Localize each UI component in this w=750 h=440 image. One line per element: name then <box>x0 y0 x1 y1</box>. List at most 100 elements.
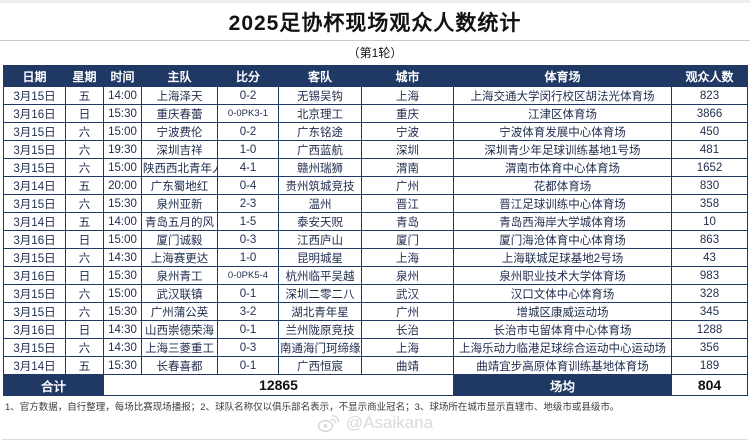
total-attendance-value: 12865 <box>103 374 454 396</box>
cell-比分: 3-2 <box>217 302 279 321</box>
cell-体育场: 宁波体育发展中心体育场 <box>453 122 672 141</box>
table-row: 3月15日五 14:00 上海泽天 0-2 无锡吴钩 上海 上海交通大学闵行校区胡法光体育场… <box>3 86 748 105</box>
column-header-8: 观众人数 <box>671 65 748 87</box>
column-header-3: 主队 <box>141 65 218 87</box>
cell-日期: 3月15日 <box>3 284 66 303</box>
attendance-table: 日期 星期 时间 主队 比分 客队 城市 体育场 观众人数 3月15日五 14:00 上海泽天 0-2… <box>3 65 748 396</box>
cell-星期: 六 <box>65 338 104 357</box>
cell-时间: 15:30 <box>103 194 142 213</box>
table-row: 3月14日五 15:30 长春喜都 0-1 广西恒宸 曲靖 曲靖宜步高原体育训练基地体育场 1… <box>3 356 748 375</box>
cell-时间: 14:00 <box>103 86 142 105</box>
cell-星期: 六 <box>65 122 104 141</box>
cell-客队: 湖北青年星 <box>278 302 362 321</box>
cell-观众人数: 481 <box>671 140 748 159</box>
cell-时间: 14:30 <box>103 248 142 267</box>
cell-时间: 15:00 <box>103 122 142 141</box>
cell-主队: 宁波费伦 <box>141 122 218 141</box>
cell-城市: 渭南 <box>361 158 454 177</box>
table-row: 3月15日六 15:00 陕西西北青年人 4-1 赣州瑞狮 渭南 渭南市体育中心体育场 165… <box>3 158 748 177</box>
cell-主队: 泉州亚新 <box>141 194 218 213</box>
cell-客队: 广东铭途 <box>278 122 362 141</box>
cell-客队: 深圳二零二八 <box>278 284 362 303</box>
cell-观众人数: 43 <box>671 248 748 267</box>
cell-体育场: 上海交通大学闵行校区胡法光体育场 <box>453 86 672 105</box>
cell-日期: 3月16日 <box>3 266 66 285</box>
cell-观众人数: 345 <box>671 302 748 321</box>
cell-日期: 3月15日 <box>3 158 66 177</box>
cell-星期: 六 <box>65 284 104 303</box>
cell-比分: 0-1 <box>217 356 279 375</box>
watermark-text: @Asaikana <box>345 413 434 432</box>
cell-体育场: 上海联城足球基地2号场 <box>453 248 672 267</box>
page-subtitle: （第1轮） <box>347 46 403 60</box>
cell-城市: 上海 <box>361 86 454 105</box>
cell-城市: 曲靖 <box>361 356 454 375</box>
cell-客队: 贵州筑城竞技 <box>278 176 362 195</box>
table-row: 3月14日五 20:00 广东蜀地红 0-4 贵州筑城竞技 广州 花都体育场 830 <box>3 176 748 195</box>
cell-观众人数: 358 <box>671 194 748 213</box>
cell-客队: 赣州瑞狮 <box>278 158 362 177</box>
cell-日期: 3月16日 <box>3 320 66 339</box>
cell-城市: 武汉 <box>361 284 454 303</box>
cell-日期: 3月15日 <box>3 302 66 321</box>
column-header-5: 客队 <box>278 65 362 87</box>
cell-客队: 杭州临平吴越 <box>278 266 362 285</box>
cell-日期: 3月15日 <box>3 248 66 267</box>
table-row: 3月16日日 15:00 厦门诚毅 0-3 江西庐山 厦门 厦门海沧体育中心体育场 863 <box>3 230 748 249</box>
summary-row: 合计 12865 场均 804 <box>3 374 748 396</box>
cell-主队: 上海赛更达 <box>141 248 218 267</box>
cell-观众人数: 1288 <box>671 320 748 339</box>
average-label: 场均 <box>453 374 672 396</box>
cell-星期: 日 <box>65 320 104 339</box>
table-row: 3月14日五 14:00 青岛五月的风 1-5 泰安天贶 青岛 青岛西海岸大学城体育场 10 <box>3 212 748 231</box>
cell-主队: 厦门诚毅 <box>141 230 218 249</box>
cell-比分: 2-3 <box>217 194 279 213</box>
cell-比分: 4-1 <box>217 158 279 177</box>
cell-客队: 江西庐山 <box>278 230 362 249</box>
cell-主队: 青岛五月的风 <box>141 212 218 231</box>
cell-客队: 昆明城星 <box>278 248 362 267</box>
cell-比分: 0-3 <box>217 230 279 249</box>
table-header-row: 日期 星期 时间 主队 比分 客队 城市 体育场 观众人数 <box>3 65 748 87</box>
cell-城市: 长治 <box>361 320 454 339</box>
cell-客队: 广西蓝航 <box>278 140 362 159</box>
weibo-icon <box>317 413 340 433</box>
cell-主队: 陕西西北青年人 <box>141 158 218 177</box>
cell-时间: 15:30 <box>103 266 142 285</box>
cell-时间: 15:30 <box>103 104 142 123</box>
cell-体育场: 汉口文体中心体育场 <box>453 284 672 303</box>
cell-体育场: 深圳青少年足球训练基地1号场 <box>453 140 672 159</box>
cell-观众人数: 10 <box>671 212 748 231</box>
cell-比分: 0-2 <box>217 86 279 105</box>
cell-观众人数: 3866 <box>671 104 748 123</box>
cell-观众人数: 328 <box>671 284 748 303</box>
cell-时间: 15:00 <box>103 230 142 249</box>
cell-观众人数: 450 <box>671 122 748 141</box>
cell-体育场: 上海乐动力临港足球综合运动中心运动场 <box>453 338 672 357</box>
cell-日期: 3月15日 <box>3 140 66 159</box>
column-header-7: 体育场 <box>453 65 672 87</box>
cell-客队: 兰州陇原竞技 <box>278 320 362 339</box>
watermark: @Asaikana <box>0 413 750 439</box>
cell-城市: 上海 <box>361 248 454 267</box>
total-label: 合计 <box>3 374 104 396</box>
cell-观众人数: 189 <box>671 356 748 375</box>
cell-城市: 重庆 <box>361 104 454 123</box>
cell-观众人数: 830 <box>671 176 748 195</box>
cell-主队: 泉州青工 <box>141 266 218 285</box>
table-row: 3月16日日 15:30 泉州青工 0-0PK5-4 杭州临平吴越 泉州 泉州职业技术大学体… <box>3 266 748 285</box>
cell-日期: 3月16日 <box>3 230 66 249</box>
cell-比分: 0-1 <box>217 284 279 303</box>
cell-时间: 15:30 <box>103 356 142 375</box>
cell-体育场: 晋江足球训练中心体育场 <box>453 194 672 213</box>
cell-日期: 3月15日 <box>3 338 66 357</box>
cell-体育场: 长治市屯留体育中心体育场 <box>453 320 672 339</box>
cell-城市: 广州 <box>361 302 454 321</box>
table-row: 3月15日六 14:30 上海赛更达 1-0 昆明城星 上海 上海联城足球基地2号场 43 <box>3 248 748 267</box>
table-row: 3月15日六 15:30 泉州亚新 2-3 温州 晋江 晋江足球训练中心体育场 358 <box>3 194 748 213</box>
cell-主队: 上海三菱重工 <box>141 338 218 357</box>
cell-城市: 泉州 <box>361 266 454 285</box>
cell-星期: 五 <box>65 176 104 195</box>
cell-日期: 3月15日 <box>3 86 66 105</box>
cell-体育场: 曲靖宜步高原体育训练基地体育场 <box>453 356 672 375</box>
